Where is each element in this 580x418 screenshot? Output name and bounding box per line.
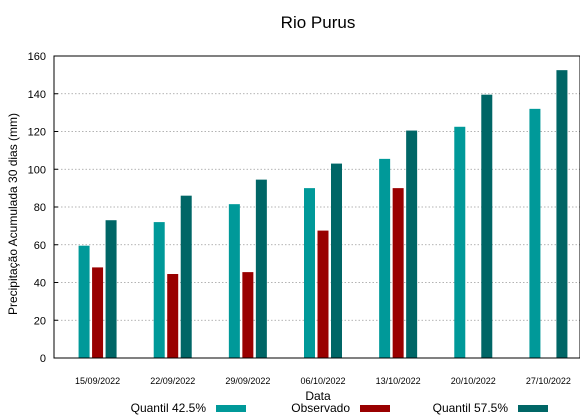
x-axis-label: Data <box>305 389 331 403</box>
y-tick-label: 0 <box>40 353 46 365</box>
x-tick-label: 15/09/2022 <box>75 376 120 386</box>
grid-lines <box>54 93 580 321</box>
legend: Quantil 42.5% Observado Quantil 57.5% <box>131 401 548 415</box>
bar-observado-3 <box>317 230 329 358</box>
legend-swatch <box>216 405 246 412</box>
bar-observado-1 <box>167 274 179 358</box>
bar-observado-0 <box>92 267 104 358</box>
x-tick-label: 20/10/2022 <box>451 376 496 386</box>
bar-quantil-57-5--4 <box>406 130 418 358</box>
bar-quantil-42-5--5 <box>454 126 466 358</box>
bars <box>78 70 568 358</box>
bar-quantil-42-5--0 <box>78 245 90 358</box>
x-axis-ticks: 15/09/2022 22/09/2022 29/09/2022 06/10/2022… <box>75 376 571 386</box>
legend-label: Quantil 42.5% <box>131 401 207 415</box>
y-tick-label: 140 <box>28 89 46 101</box>
legend-label: Quantil 57.5% <box>433 401 509 415</box>
y-tick-label: 160 <box>28 51 46 63</box>
bar-quantil-57-5--5 <box>481 94 493 358</box>
bar-observado-2 <box>242 272 254 358</box>
bar-quantil-42-5--1 <box>153 222 165 358</box>
chart-title: Rio Purus <box>281 13 356 32</box>
y-axis-label: Precipitação Acumulada 30 dias (mm) <box>6 113 20 315</box>
bar-quantil-57-5--0 <box>105 220 117 358</box>
y-tick-label: 80 <box>34 202 46 214</box>
legend-swatch <box>518 405 548 412</box>
bar-quantil-42-5--4 <box>379 158 391 358</box>
legend-swatch <box>360 405 390 412</box>
y-tick-label: 20 <box>34 315 46 327</box>
y-tick-label: 40 <box>34 278 46 290</box>
x-tick-label: 13/10/2022 <box>376 376 421 386</box>
bar-quantil-57-5--3 <box>331 163 342 358</box>
bar-quantil-42-5--6 <box>529 108 541 358</box>
x-tick-label: 29/09/2022 <box>225 376 270 386</box>
x-tick-label: 27/10/2022 <box>526 376 571 386</box>
x-tick-label: 22/09/2022 <box>150 376 195 386</box>
y-tick-label: 60 <box>34 240 46 252</box>
bar-quantil-42-5--2 <box>228 204 240 358</box>
legend-label: Observado <box>291 401 350 415</box>
bar-quantil-42-5--3 <box>304 188 315 358</box>
x-tick-label: 06/10/2022 <box>300 376 345 386</box>
y-tick-label: 120 <box>28 127 46 139</box>
bar-observado-4 <box>392 188 404 358</box>
y-tick-label: 100 <box>28 164 46 176</box>
bar-quantil-57-5--1 <box>180 195 192 358</box>
y-axis-ticks: 0 20 40 60 80 100 120 140 160 <box>28 51 58 365</box>
bar-quantil-57-5--2 <box>255 179 267 358</box>
bar-quantil-57-5--6 <box>556 70 568 358</box>
plot-frame <box>53 55 580 359</box>
